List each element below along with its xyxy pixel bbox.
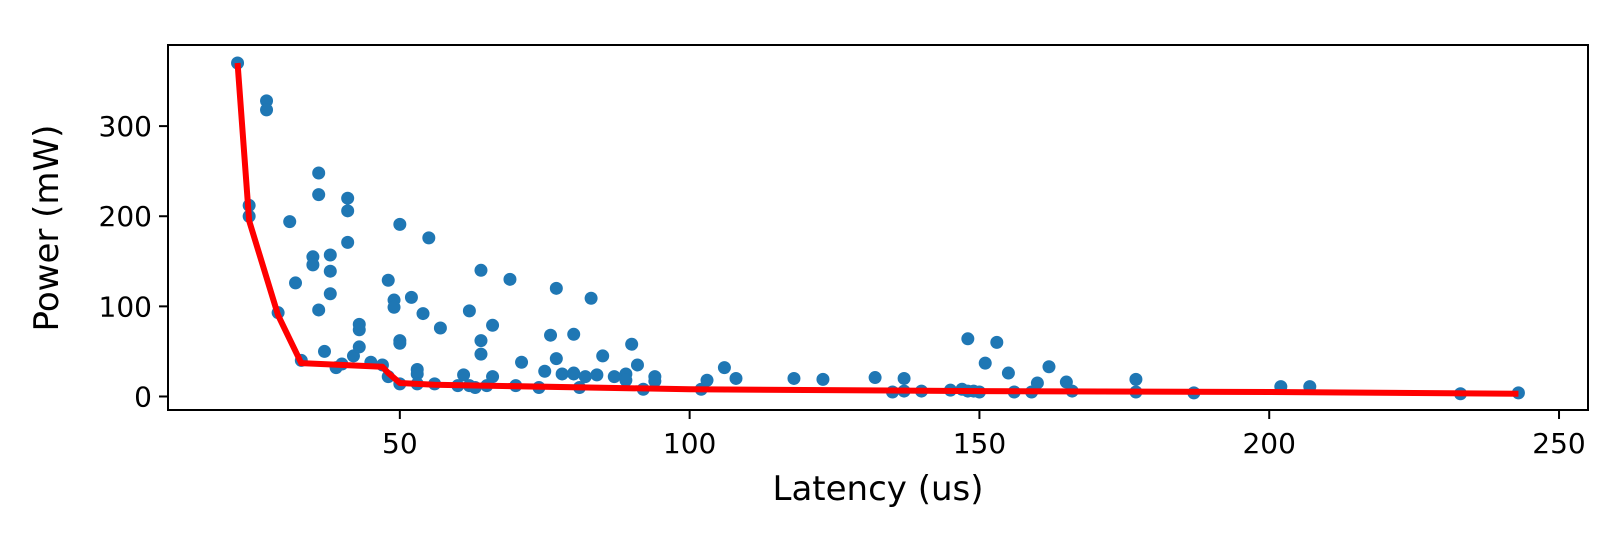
data-point	[323, 264, 337, 278]
pareto-frontier-line	[234, 62, 1519, 397]
data-point	[231, 56, 245, 70]
data-point	[990, 335, 1004, 349]
data-point	[341, 191, 355, 205]
data-point	[393, 217, 407, 231]
x-tick-label: 150	[953, 427, 1006, 460]
data-point	[352, 340, 366, 354]
data-point	[515, 355, 529, 369]
data-point	[717, 361, 731, 375]
data-point	[260, 103, 274, 117]
data-point	[462, 304, 476, 318]
data-point	[474, 334, 488, 348]
data-point	[961, 332, 975, 346]
data-point	[549, 281, 563, 295]
data-point	[1042, 360, 1056, 374]
data-point	[486, 370, 500, 384]
data-point	[323, 287, 337, 301]
data-point	[607, 370, 621, 384]
data-point	[978, 356, 992, 370]
data-point	[625, 337, 639, 351]
data-point	[544, 328, 558, 342]
data-point	[457, 368, 471, 382]
data-point	[416, 307, 430, 321]
data-point	[474, 263, 488, 277]
data-point	[433, 321, 447, 335]
data-point	[555, 367, 569, 381]
scatter-points	[231, 56, 1525, 401]
data-point	[619, 373, 633, 387]
data-point	[381, 273, 395, 287]
data-point	[312, 166, 326, 180]
data-point	[538, 364, 552, 378]
x-axis-ticks: 50 100 150 200 250	[382, 410, 1586, 460]
x-tick-label: 100	[663, 427, 716, 460]
y-tick-label: 300	[99, 110, 152, 143]
data-point	[341, 204, 355, 218]
data-point	[630, 358, 644, 372]
data-point	[868, 371, 882, 385]
data-point	[578, 370, 592, 384]
x-tick-label: 50	[382, 427, 418, 460]
y-tick-label: 100	[99, 290, 152, 323]
data-point	[787, 371, 801, 385]
y-axis-ticks: 0 100 200 300	[99, 110, 168, 413]
y-axis-label: Power (mW)	[27, 125, 67, 332]
x-tick-label: 250	[1532, 427, 1585, 460]
data-point	[323, 248, 337, 262]
data-point	[393, 336, 407, 350]
data-point	[404, 290, 418, 304]
data-point	[503, 272, 517, 286]
data-point	[260, 94, 274, 108]
data-point	[387, 300, 401, 314]
data-point	[596, 349, 610, 363]
data-point	[283, 215, 297, 229]
frontier-line	[234, 62, 1519, 397]
data-point	[312, 188, 326, 202]
data-point	[317, 344, 331, 358]
data-point	[289, 276, 303, 290]
data-point	[410, 367, 424, 381]
data-point	[567, 366, 581, 380]
data-point	[312, 303, 326, 317]
data-point	[729, 371, 743, 385]
plot-frame	[167, 44, 1589, 411]
data-point	[897, 371, 911, 385]
data-point	[584, 291, 598, 305]
data-point	[486, 318, 500, 332]
data-point	[590, 368, 604, 382]
data-point	[1001, 366, 1015, 380]
data-point	[567, 327, 581, 341]
data-point	[1129, 372, 1143, 386]
data-point	[422, 231, 436, 245]
data-point	[549, 352, 563, 366]
data-point	[352, 323, 366, 337]
data-point	[816, 372, 830, 386]
data-point	[341, 235, 355, 249]
data-point	[700, 373, 714, 387]
y-tick-label: 0	[134, 380, 152, 413]
x-axis-label: Latency (us)	[773, 469, 984, 509]
data-point	[474, 347, 488, 361]
y-tick-label: 200	[99, 200, 152, 233]
x-tick-label: 200	[1242, 427, 1295, 460]
data-point	[648, 374, 662, 388]
data-point	[1030, 376, 1044, 390]
data-point	[306, 258, 320, 272]
